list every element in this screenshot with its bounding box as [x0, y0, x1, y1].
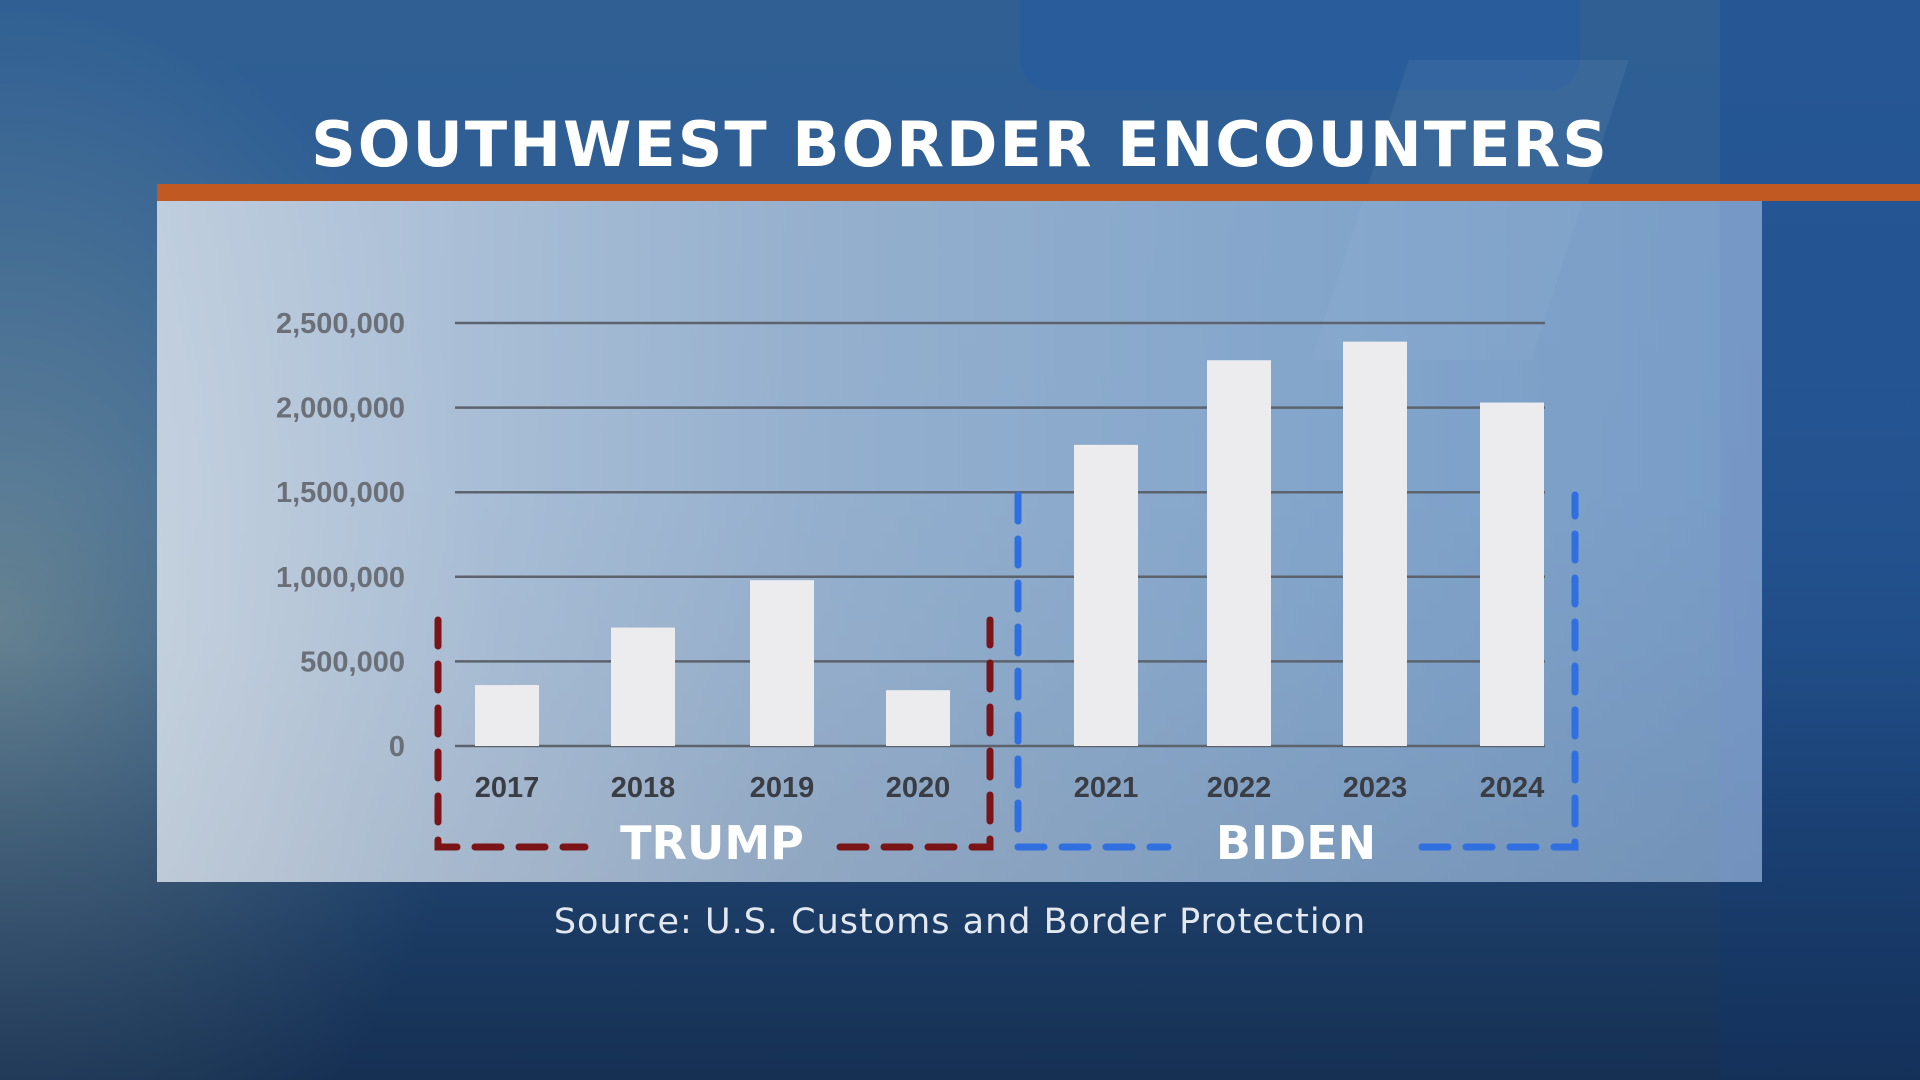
chart-panel-edge: [1720, 201, 1762, 882]
x-tick-label: 2024: [1480, 772, 1545, 804]
bar-2017: [475, 685, 539, 746]
y-tick-label: 1,500,000: [276, 477, 405, 509]
y-tick-label: 2,500,000: [276, 308, 405, 340]
bar-2021: [1074, 444, 1138, 746]
bracket-biden-left: [1014, 491, 1172, 851]
bar-2018: [611, 627, 675, 746]
x-tick-label: 2020: [886, 772, 951, 804]
bar-2020: [886, 690, 950, 746]
chart-title: SOUTHWEST BORDER ENCOUNTERS: [311, 108, 1609, 181]
y-tick-label: 1,000,000: [276, 562, 405, 594]
source-note: Source: U.S. Customs and Border Protecti…: [553, 902, 1367, 942]
x-tick-label: 2022: [1207, 772, 1272, 804]
y-tick-label: 0: [389, 731, 405, 763]
bracket-trump-left: [434, 616, 589, 851]
title-accent-rule: [157, 184, 1920, 201]
bar-2022: [1207, 360, 1271, 746]
x-tick-label: 2019: [750, 772, 815, 804]
bracket-biden-right: [1418, 491, 1579, 851]
x-tick-label: 2021: [1074, 772, 1139, 804]
y-tick-label: 2,000,000: [276, 393, 405, 425]
bracket-trump-right: [836, 616, 994, 851]
x-tick-label: 2023: [1343, 772, 1408, 804]
x-tick-label: 2018: [611, 772, 676, 804]
bar-2024: [1480, 402, 1544, 746]
group-label-trump: TRUMP: [620, 816, 804, 870]
bar-2019: [750, 580, 814, 746]
y-tick-label: 500,000: [300, 646, 405, 678]
bar-2023: [1343, 341, 1407, 746]
group-label-biden: BIDEN: [1216, 816, 1376, 870]
x-tick-label: 2017: [475, 772, 540, 804]
